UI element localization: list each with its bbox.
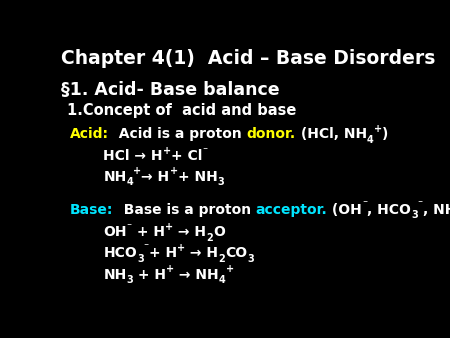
- Text: O: O: [213, 225, 225, 239]
- Text: + Cl: + Cl: [171, 149, 202, 163]
- Text: 4: 4: [219, 275, 226, 285]
- Text: NH: NH: [104, 268, 126, 282]
- Text: 3: 3: [411, 210, 418, 220]
- Text: Base is a proton: Base is a proton: [113, 203, 256, 217]
- Text: , NH: , NH: [423, 203, 450, 217]
- Text: +: +: [163, 146, 171, 156]
- Text: +: +: [226, 264, 234, 274]
- Text: NH: NH: [104, 170, 126, 184]
- Text: donor.: donor.: [247, 127, 296, 141]
- Text: acceptor.: acceptor.: [256, 203, 327, 217]
- Text: 3: 3: [247, 254, 254, 264]
- Text: +: +: [133, 166, 141, 176]
- Text: +: +: [170, 166, 178, 176]
- Text: +: +: [166, 264, 175, 274]
- Text: 3: 3: [126, 275, 133, 285]
- Text: 2: 2: [206, 233, 213, 243]
- Text: 1.Concept of  acid and base: 1.Concept of acid and base: [67, 103, 296, 118]
- Text: ⁻: ⁻: [127, 222, 132, 232]
- Text: 4: 4: [126, 177, 133, 187]
- Text: HCO: HCO: [104, 246, 137, 260]
- Text: OH: OH: [104, 225, 127, 239]
- Text: Acid:: Acid:: [70, 127, 109, 141]
- Text: 3: 3: [137, 254, 144, 264]
- Text: → H: → H: [173, 225, 206, 239]
- Text: §1. Acid- Base balance: §1. Acid- Base balance: [62, 81, 280, 99]
- Text: CO: CO: [225, 246, 247, 260]
- Text: 3: 3: [217, 177, 224, 187]
- Text: +: +: [374, 124, 382, 134]
- Text: +: +: [177, 243, 185, 252]
- Text: ⁻: ⁻: [144, 243, 149, 252]
- Text: + NH: + NH: [178, 170, 217, 184]
- Text: , HCO: , HCO: [367, 203, 411, 217]
- Text: 4: 4: [367, 135, 374, 145]
- Text: + H: + H: [132, 225, 165, 239]
- Text: → NH: → NH: [175, 268, 219, 282]
- Text: + H: + H: [149, 246, 177, 260]
- Text: (HCl, NH: (HCl, NH: [296, 127, 367, 141]
- Text: Base:: Base:: [70, 203, 113, 217]
- Text: ⁻: ⁻: [418, 199, 423, 209]
- Text: HCl → H: HCl → H: [104, 149, 163, 163]
- Text: Chapter 4(1)  Acid – Base Disorders: Chapter 4(1) Acid – Base Disorders: [62, 49, 436, 68]
- Text: ⁻: ⁻: [362, 199, 367, 209]
- Text: 2: 2: [218, 254, 225, 264]
- Text: → H: → H: [141, 170, 170, 184]
- Text: ): ): [382, 127, 388, 141]
- Text: (OH: (OH: [327, 203, 362, 217]
- Text: +: +: [165, 222, 173, 232]
- Text: ⁻: ⁻: [202, 146, 207, 156]
- Text: Acid is a proton: Acid is a proton: [109, 127, 247, 141]
- Text: + H: + H: [133, 268, 166, 282]
- Text: → H: → H: [185, 246, 218, 260]
